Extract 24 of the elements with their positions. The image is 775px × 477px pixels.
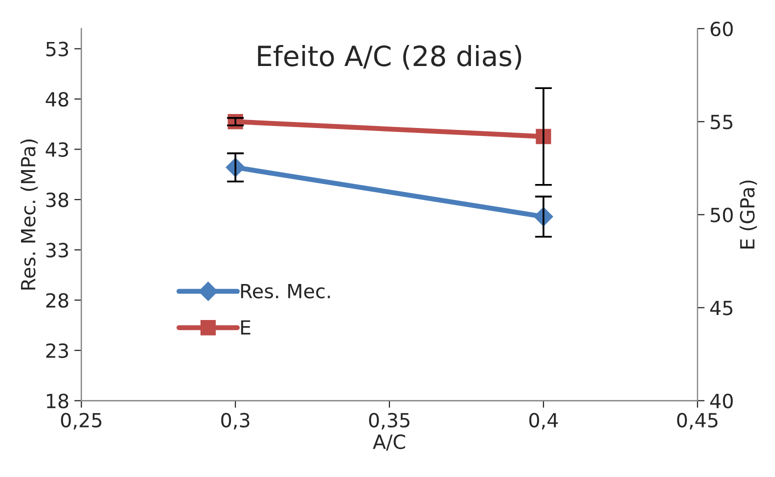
y-tick-label: 33 xyxy=(46,242,68,258)
y-axis-title: Res. Mec. (MPa) xyxy=(20,140,38,290)
x-tick-label: 0,25 xyxy=(61,412,102,430)
y-tick-label: 28 xyxy=(46,293,68,308)
x-axis-title: A/C xyxy=(372,434,406,451)
y-tick-label: 48 xyxy=(46,92,68,107)
y2-tick-label: 40 xyxy=(710,394,733,408)
text: Efeito A/C (28 dias) xyxy=(258,44,522,70)
y-tick-label: 23 xyxy=(46,343,68,358)
y2-tick-label: 45 xyxy=(710,300,732,316)
x-tick-label: 0,3 xyxy=(221,412,250,430)
y-tick-label: 18 xyxy=(46,394,68,408)
x-tick-label: 0,35 xyxy=(369,412,410,430)
x-tick-label: 0,45 xyxy=(677,412,718,430)
y-tick-label: 43 xyxy=(46,142,68,157)
y2-tick-label: 55 xyxy=(710,114,732,130)
y2-tick-label: 50 xyxy=(710,208,733,222)
x-tick-label: 0,4 xyxy=(529,412,558,430)
y-tick-label: 53 xyxy=(46,42,68,56)
y2-tick-label: 60 xyxy=(710,22,733,36)
y2-axis-title: E (GPa) xyxy=(740,180,757,248)
legend-label: Res. Mec. xyxy=(241,284,330,298)
y-tick-label: 38 xyxy=(46,192,68,208)
legend-label: E xyxy=(241,320,250,334)
